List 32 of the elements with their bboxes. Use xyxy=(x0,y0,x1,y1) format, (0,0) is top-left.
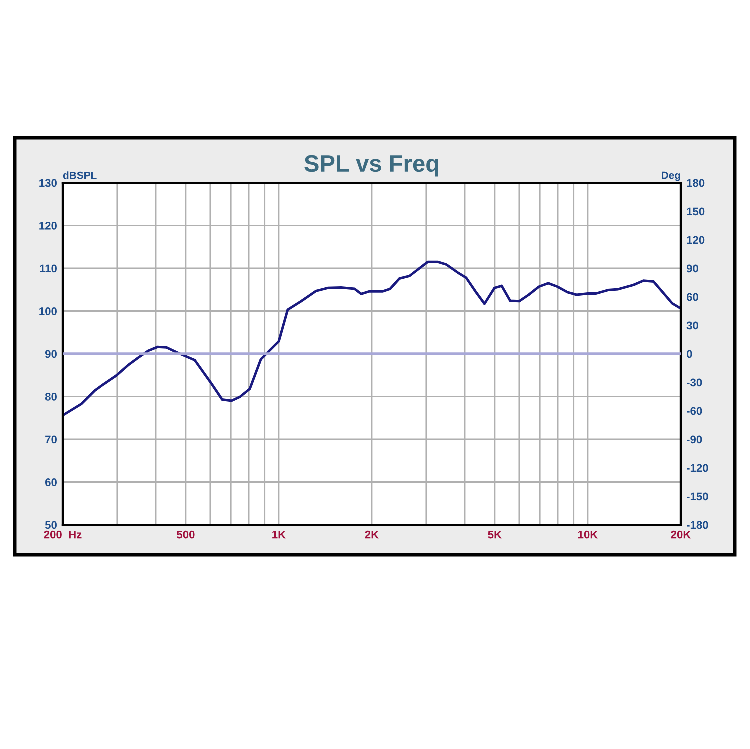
y2-tick-label: -60 xyxy=(686,407,702,416)
y2-tick-label: 120 xyxy=(687,236,705,244)
y2-tick-label: -120 xyxy=(686,464,708,472)
y-tick-label: 60 xyxy=(45,478,57,486)
y2-tick-label: 60 xyxy=(686,293,698,302)
y2-tick-label: -180 xyxy=(686,521,708,530)
y-tick-label: 90 xyxy=(45,350,57,358)
x-tick-label: 20K xyxy=(671,530,692,539)
y2-tick-label: 30 xyxy=(686,322,698,330)
y2-tick-label: -150 xyxy=(686,492,708,501)
y2-tick-label: 90 xyxy=(686,264,698,273)
x-tick-label: 1K xyxy=(272,530,286,539)
x-tick-label: 200 Hz xyxy=(44,530,82,539)
y2-tick-label: -90 xyxy=(686,436,702,444)
y-tick-label: 80 xyxy=(45,393,57,401)
y-tick-label: 50 xyxy=(45,521,57,530)
y2-tick-label: -30 xyxy=(686,378,702,387)
x-tick-label: 5K xyxy=(488,530,502,539)
y2-tick-label: 0 xyxy=(686,350,692,358)
y-tick-label: 120 xyxy=(40,222,57,230)
y-tick-label: 70 xyxy=(46,436,57,444)
y-tick-label: 100 xyxy=(40,308,57,316)
chart-title: SPL vs Freq xyxy=(304,155,438,177)
y-axis-title: dBSPL xyxy=(63,172,97,180)
y2-tick-label: 180 xyxy=(687,179,705,188)
x-tick-label: 500 xyxy=(177,530,195,539)
x-tick-label: 2K xyxy=(365,530,379,539)
y2-axis-title: Deg xyxy=(662,172,680,182)
y-tick-label: 110 xyxy=(40,264,57,273)
y2-tick-label: 150 xyxy=(687,208,705,216)
y-tick-label: 130 xyxy=(40,179,57,188)
x-tick-label: 10K xyxy=(578,530,598,539)
